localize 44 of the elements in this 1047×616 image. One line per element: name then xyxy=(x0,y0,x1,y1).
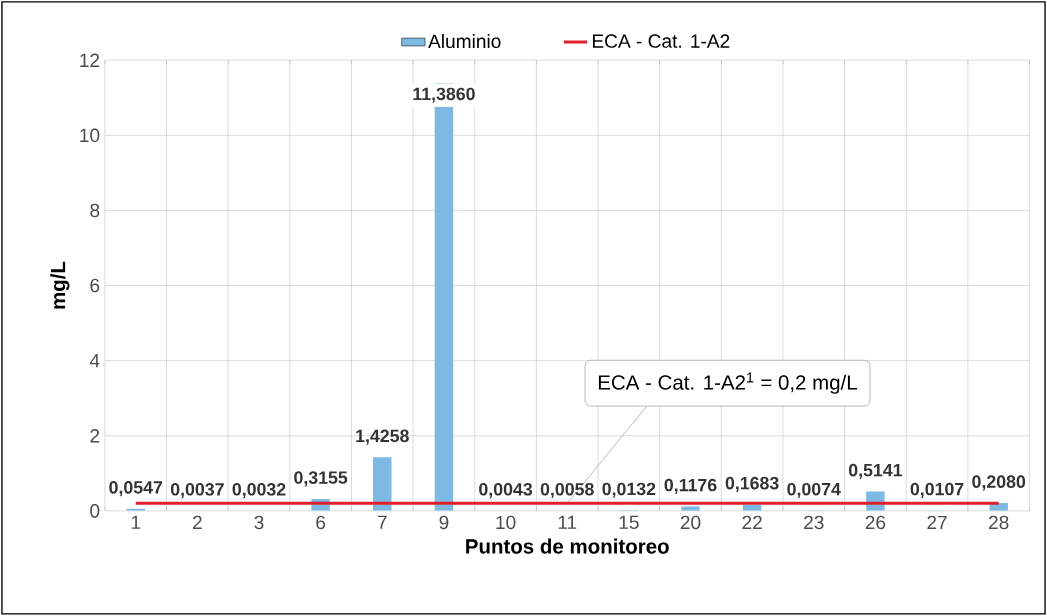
x-tick-label: 9 xyxy=(439,515,449,530)
data-label: 0,0547 xyxy=(109,481,163,497)
bar xyxy=(681,506,700,511)
bar xyxy=(373,457,392,511)
y-tick-label: 4 xyxy=(89,354,100,368)
data-label: 0,1176 xyxy=(664,478,717,494)
data-label: 11,3860 xyxy=(413,87,475,103)
x-tick-label: 22 xyxy=(742,515,762,530)
data-label: 0,3155 xyxy=(294,471,348,487)
x-tick-label: 27 xyxy=(927,515,947,530)
x-tick-label: 15 xyxy=(619,515,639,530)
y-tick-label: 0 xyxy=(90,504,100,518)
x-tick-label: 23 xyxy=(804,515,824,530)
x-tick-label: 28 xyxy=(989,515,1009,530)
data-label: 0,0107 xyxy=(910,482,964,499)
x-axis-title: Puntos de monitoreo xyxy=(466,538,669,554)
data-label: 0,0037 xyxy=(170,483,224,499)
data-label: 0,0132 xyxy=(602,482,656,498)
x-tick-label: 2 xyxy=(193,515,202,530)
data-label: 0,5141 xyxy=(848,463,903,480)
y-tick-label: 10 xyxy=(80,128,100,143)
legend-label: ECA - Cat. 1-A2 xyxy=(592,34,730,48)
data-label: 0,0074 xyxy=(787,483,841,499)
y-tick-label: 8 xyxy=(90,203,100,218)
x-tick-label: 20 xyxy=(680,515,701,530)
data-label: 0,2080 xyxy=(972,475,1026,491)
annotation: ECA - Cat. 1-A2$^{1}$ = 0,2 mg/L xyxy=(598,372,857,394)
legend-label: Aluminio xyxy=(428,34,501,49)
y-tick-label: 6 xyxy=(90,278,100,293)
y-axis-title: mg/L xyxy=(50,261,70,309)
x-tick-label: 6 xyxy=(316,515,326,530)
x-tick-label: 3 xyxy=(254,515,264,530)
x-tick-label: 26 xyxy=(865,515,886,530)
x-tick-label: 7 xyxy=(377,515,387,529)
data-label: 1,4258 xyxy=(356,429,409,445)
data-label: 0,0043 xyxy=(479,483,533,499)
x-tick-label: 1 xyxy=(131,515,141,529)
x-tick-label: 11 xyxy=(558,515,577,529)
y-tick-label: 12 xyxy=(80,53,100,68)
data-label: 0,0032 xyxy=(232,483,286,499)
x-tick-label: 10 xyxy=(496,515,516,530)
data-label: 0,1683 xyxy=(725,476,779,493)
y-tick-label: 2 xyxy=(90,429,100,443)
data-label: 0,0058 xyxy=(540,483,594,499)
